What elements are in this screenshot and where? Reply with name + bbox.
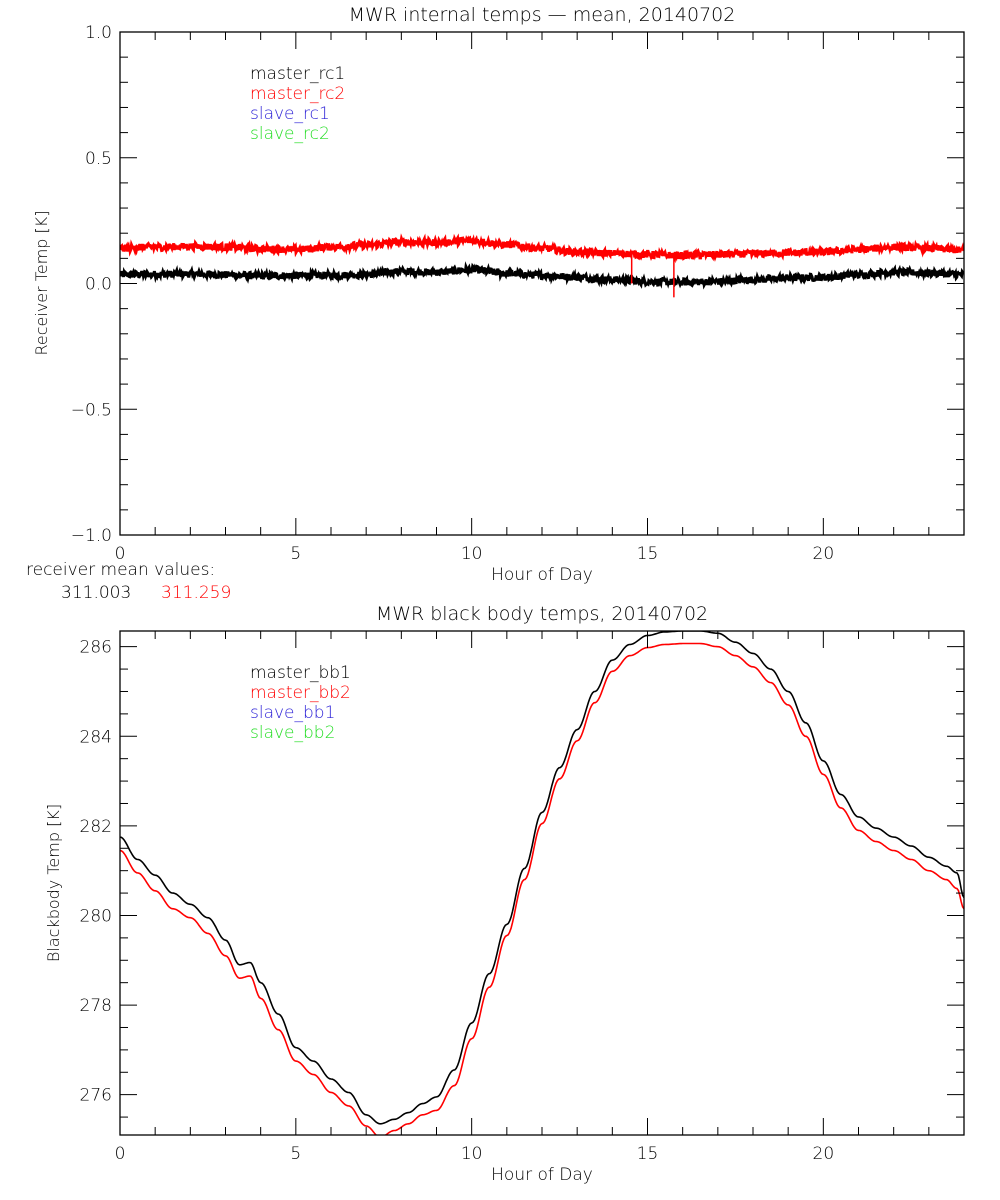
x-tick-label: 20	[813, 1144, 835, 1164]
y-axis-label: Blackbody Temp [K]	[44, 804, 63, 962]
receiver-temps-panel: MWR internal temps — mean, 20140702 0 5 10…	[26, 4, 965, 603]
series-layer	[120, 631, 964, 1135]
tick-label-layer: 0 5 10 15 20 −1.0 −0.5 0.0 0.5 1.0	[71, 23, 834, 564]
tick-label-layer: 0 5 10 15 20 276 278 280 282 284 286	[80, 638, 835, 1164]
y-tick-label: 0.0	[85, 275, 112, 295]
y-tick-label: −0.5	[71, 400, 112, 420]
legend-entry-master-bb1: master_bb1	[250, 663, 351, 683]
legend-entry-slave-bb2: slave_bb2	[250, 723, 335, 743]
y-tick-label: 278	[80, 996, 112, 1016]
legend-entry-slave-bb1: slave_bb1	[250, 703, 335, 723]
y-tick-label: −1.0	[71, 526, 112, 546]
y-tick-label: 282	[80, 817, 112, 837]
x-tick-label: 10	[461, 1144, 483, 1164]
x-tick-label: 15	[637, 544, 659, 564]
legend-entry-master-bb2: master_bb2	[250, 683, 351, 703]
legend-entry-slave-rc1: slave_rc1	[250, 104, 330, 124]
x-tick-label: 0	[115, 544, 126, 564]
y-tick-label: 1.0	[85, 23, 112, 43]
series-line-master_rc2	[120, 233, 964, 264]
legend-entry-slave-rc2: slave_rc2	[250, 124, 330, 144]
y-tick-label: 286	[80, 638, 112, 658]
x-axis-label: Hour of Day	[491, 1165, 593, 1185]
legend-entry-master-rc2: master_rc2	[250, 84, 345, 104]
x-tick-label: 20	[813, 544, 835, 564]
tick-layer	[119, 31, 965, 536]
x-tick-label: 15	[637, 1144, 659, 1164]
tick-layer	[119, 631, 965, 1135]
y-axis-label: Receiver Temp [K]	[32, 210, 51, 355]
chart-title: MWR internal temps — mean, 20140702	[349, 4, 736, 26]
series-line-master_rc1	[120, 261, 964, 290]
x-tick-label: 10	[461, 544, 483, 564]
y-tick-label: 284	[80, 727, 112, 747]
series-line-master_bb1	[120, 631, 964, 1125]
y-tick-label: 276	[80, 1086, 112, 1106]
receiver-mean-annotation: receiver mean values: 311.003 311.259	[26, 560, 231, 603]
receiver-mean-label: receiver mean values:	[26, 560, 215, 580]
blackbody-temps-panel: MWR black body temps, 20140702 0 5 10 15 20 2…	[44, 603, 965, 1185]
y-tick-label: 0.5	[85, 149, 112, 169]
series-group	[120, 233, 964, 298]
legend-entry-master-rc1: master_rc1	[250, 64, 345, 84]
series-layer	[120, 233, 964, 298]
receiver-mean-value-rc2: 311.259	[161, 583, 231, 603]
y-tick-label: 280	[80, 906, 112, 926]
receiver-mean-value-rc1: 311.003	[61, 583, 131, 603]
x-tick-label: 0	[115, 1144, 126, 1164]
x-tick-label: 5	[290, 1144, 301, 1164]
series-group	[120, 631, 964, 1135]
series-line-master_bb2	[120, 642, 964, 1135]
x-tick-label: 5	[290, 544, 301, 564]
chart-title: MWR black body temps, 20140702	[376, 603, 708, 625]
x-axis-label: Hour of Day	[491, 565, 593, 585]
